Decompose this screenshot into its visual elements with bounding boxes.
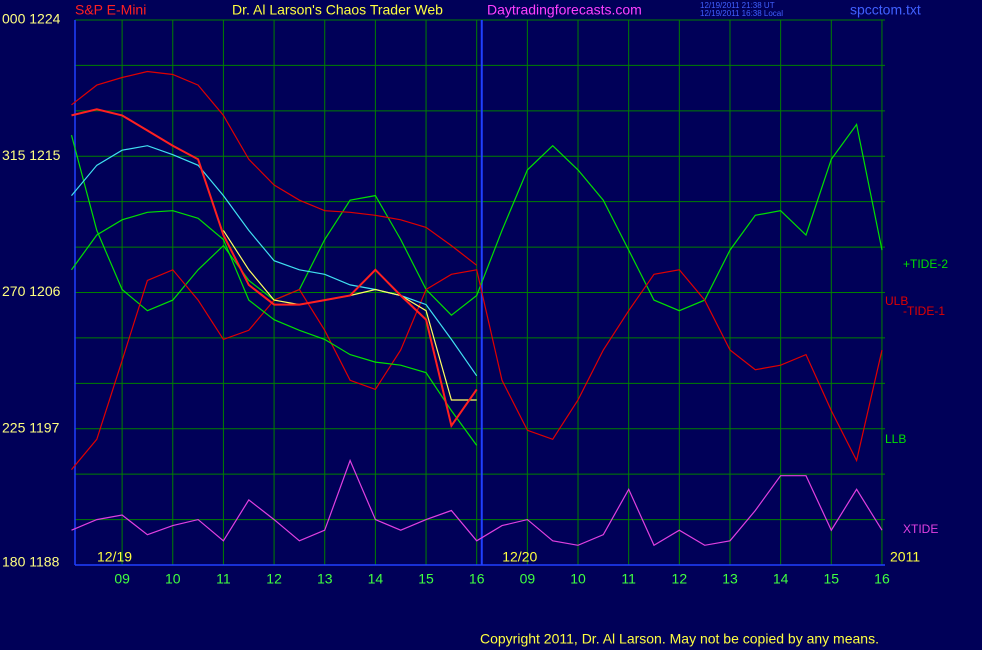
x-tick-label: 16 — [874, 571, 890, 587]
legend-label: -TIDE-1 — [903, 304, 945, 318]
chart-title: Dr. Al Larson's Chaos Trader Web — [232, 2, 443, 18]
series-line — [71, 458, 883, 547]
series-line — [71, 210, 478, 446]
y-tick-label: 000 1224 — [2, 11, 61, 27]
timestamp: 12/19/2011 21:38 UT — [700, 1, 775, 10]
x-tick-label: 15 — [824, 571, 840, 587]
x-tick-label: 14 — [773, 571, 789, 587]
filename: spcctom.txt — [850, 2, 921, 18]
x-tick-label: 11 — [216, 571, 231, 587]
legend-label: LLB — [885, 432, 906, 446]
x-tick-label: 14 — [368, 571, 384, 587]
series-line — [71, 269, 883, 470]
x-tick-label: 13 — [722, 571, 738, 587]
site: Daytradingforecasts.com — [487, 2, 642, 18]
x-tick-label: 10 — [570, 571, 586, 587]
x-tick-label: 12 — [672, 571, 688, 587]
x-tick-label: 16 — [469, 571, 485, 587]
day-label: 12/19 — [97, 549, 132, 565]
x-tick-label: 09 — [114, 571, 130, 587]
y-tick-label: 270 1206 — [2, 283, 61, 299]
x-tick-label: 09 — [520, 571, 536, 587]
year-label: 2011 — [890, 549, 920, 565]
x-tick-label: 15 — [418, 571, 434, 587]
x-tick-label: 11 — [621, 571, 636, 587]
series-line — [70, 123, 883, 317]
x-tick-label: 10 — [165, 571, 181, 587]
legend-label: ULB — [885, 294, 908, 308]
day-label: 12/20 — [502, 549, 537, 565]
series-line — [71, 108, 478, 429]
timestamp: 12/19/2011 16:38 Local — [700, 9, 783, 18]
y-tick-label: 180 1188 — [2, 554, 60, 570]
instrument: S&P E-Mini — [75, 2, 146, 18]
legend-label: +TIDE-2 — [903, 257, 948, 271]
copyright: Copyright 2011, Dr. Al Larson. May not b… — [480, 631, 879, 647]
x-tick-label: 12 — [266, 571, 282, 587]
legend-label: XTIDE — [903, 522, 938, 536]
x-tick-label: 13 — [317, 571, 333, 587]
series-line — [71, 145, 478, 377]
y-tick-label: 315 1215 — [2, 147, 61, 163]
series-line — [71, 70, 478, 266]
y-tick-label: 225 1197 — [2, 419, 60, 435]
